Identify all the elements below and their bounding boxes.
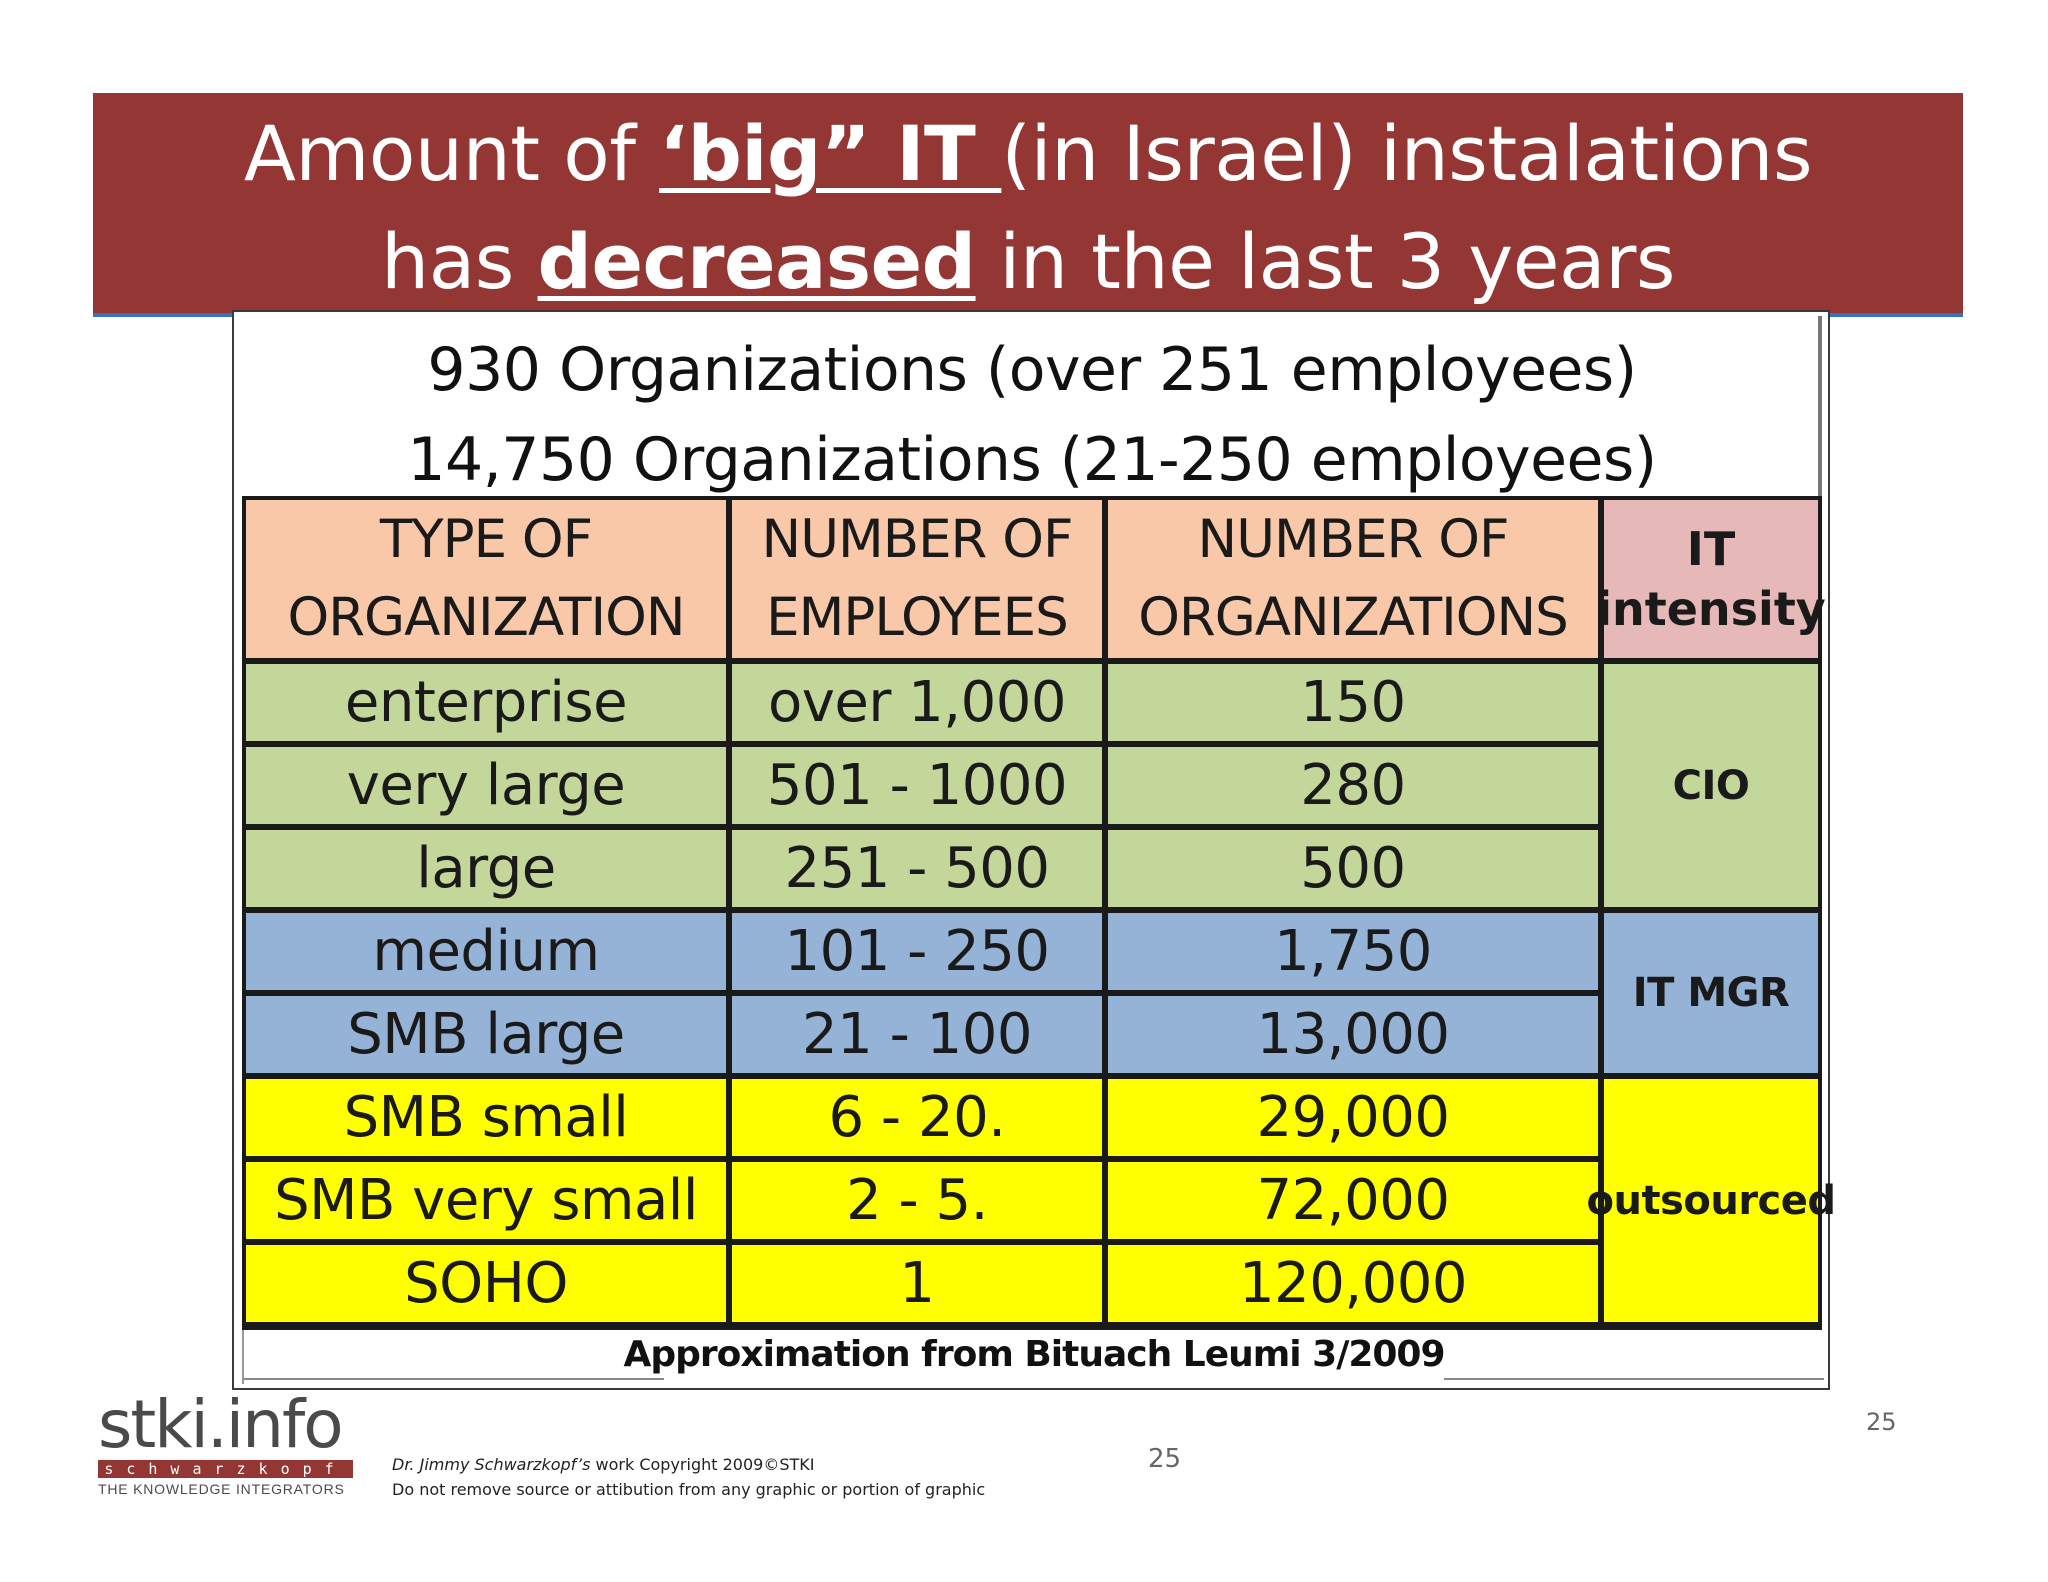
page-number-right: 25 (1866, 1408, 1897, 1436)
copyright-notice: Dr. Jimmy Schwarzkopf’s work Copyright 2… (392, 1452, 985, 1502)
cell-employees: 501 - 1000 (732, 747, 1102, 824)
caption-rule-right (1444, 1378, 1824, 1380)
title-line-1-post: (in Israel) instalations (1001, 109, 1813, 198)
title-banner (93, 93, 1963, 313)
headline-line-1: 930 Organizations (over 251 employees) (427, 335, 1637, 405)
header-type-line-1: TYPE OF (379, 509, 593, 570)
copyright-text: work Copyright 2009©STKI (590, 1455, 815, 1474)
cell-type: SMB very small (246, 1162, 726, 1239)
header-employees-line-1: NUMBER OF (761, 509, 1074, 570)
header-type-of-organization: TYPE OF ORGANIZATION (246, 500, 726, 658)
logo-tagline: THE KNOWLEDGE INTEGRATORS (98, 1481, 345, 1497)
title-line-2-post: in the last 3 years (975, 217, 1675, 306)
header-employees-line-2: EMPLOYEES (766, 587, 1069, 648)
cell-employees: 251 - 500 (732, 830, 1102, 907)
header-organizations-line-1: NUMBER OF (1197, 509, 1510, 570)
cell-employees: 6 - 20. (732, 1079, 1102, 1156)
band-it-mgr: IT MGR (1604, 913, 1818, 1073)
cell-employees: over 1,000 (732, 664, 1102, 741)
header-number-of-organizations: NUMBER OF ORGANIZATIONS (1108, 500, 1598, 658)
cell-type: SOHO (246, 1245, 726, 1322)
caption-bar: Approximation from Bituach Leumi 3/2009 (242, 1330, 1824, 1384)
copyright-author: Dr. Jimmy Schwarzkopf’s (392, 1455, 591, 1474)
page-number-center: 25 (1148, 1444, 1182, 1474)
cell-type: large (246, 830, 726, 907)
title-line-2-pre: has (381, 217, 538, 306)
cell-type: SMB small (246, 1079, 726, 1156)
table-image: 930 Organizations (over 251 employees) 1… (242, 316, 1836, 1384)
title-line-2: has decreased in the last 3 years (93, 208, 1963, 316)
slide-title: Amount of ‘big” IT (in Israel) instalati… (93, 100, 1963, 316)
header-number-of-employees: NUMBER OF EMPLOYEES (732, 500, 1102, 658)
header-it-intensity: IT intensity (1596, 500, 1826, 658)
cell-organizations: 1,750 (1108, 913, 1598, 990)
cell-type: very large (246, 747, 726, 824)
header-organizations-line-2: ORGANIZATIONS (1138, 587, 1569, 648)
copyright-line-2: Do not remove source or attibution from … (392, 1480, 986, 1499)
cell-employees: 101 - 250 (732, 913, 1102, 990)
cell-employees: 1 (732, 1245, 1102, 1322)
band-outsourced: outsourced (1586, 1079, 1836, 1322)
title-line-1-pre: Amount of (243, 109, 660, 198)
cell-type: medium (246, 913, 726, 990)
headline-line-2: 14,750 Organizations (21-250 employees) (407, 425, 1657, 495)
table-caption: Approximation from Bituach Leumi 3/2009 (623, 1334, 1445, 1375)
cell-employees: 21 - 100 (732, 996, 1102, 1073)
cell-organizations: 150 (1108, 664, 1598, 741)
caption-rule-left (244, 1378, 664, 1380)
header-type-line-2: ORGANIZATION (287, 587, 686, 648)
cell-organizations: 280 (1108, 747, 1598, 824)
logo-wordmark: stki.info (98, 1386, 344, 1463)
title-line-2-bold: decreased (537, 217, 977, 306)
cell-organizations: 72,000 (1108, 1162, 1598, 1239)
header-it-line-1: IT (1686, 522, 1736, 576)
table-image-frame: 930 Organizations (over 251 employees) 1… (232, 310, 1836, 1390)
cell-organizations: 120,000 (1108, 1245, 1598, 1322)
cell-organizations: 29,000 (1108, 1079, 1598, 1156)
organization-table: TYPE OF ORGANIZATION NUMBER OF EMPLOYEES NUM… (242, 496, 1836, 1330)
title-line-1-bold: ‘big” IT (659, 109, 1002, 198)
cell-organizations: 13,000 (1108, 996, 1598, 1073)
cell-organizations: 500 (1108, 830, 1598, 907)
stki-logo: stki.info schwarzkopf THE KNOWLEDGE INTE… (98, 1392, 353, 1497)
cell-type: SMB large (246, 996, 726, 1073)
band-cio: CIO (1604, 664, 1818, 907)
header-it-line-2: intensity (1596, 582, 1826, 636)
title-line-1: Amount of ‘big” IT (in Israel) instalati… (93, 100, 1963, 208)
logo-strip: schwarzkopf (98, 1460, 353, 1478)
cell-employees: 2 - 5. (732, 1162, 1102, 1239)
copyright-line-1: Dr. Jimmy Schwarzkopf’s work Copyright 2… (392, 1452, 985, 1477)
cell-type: enterprise (246, 664, 726, 741)
